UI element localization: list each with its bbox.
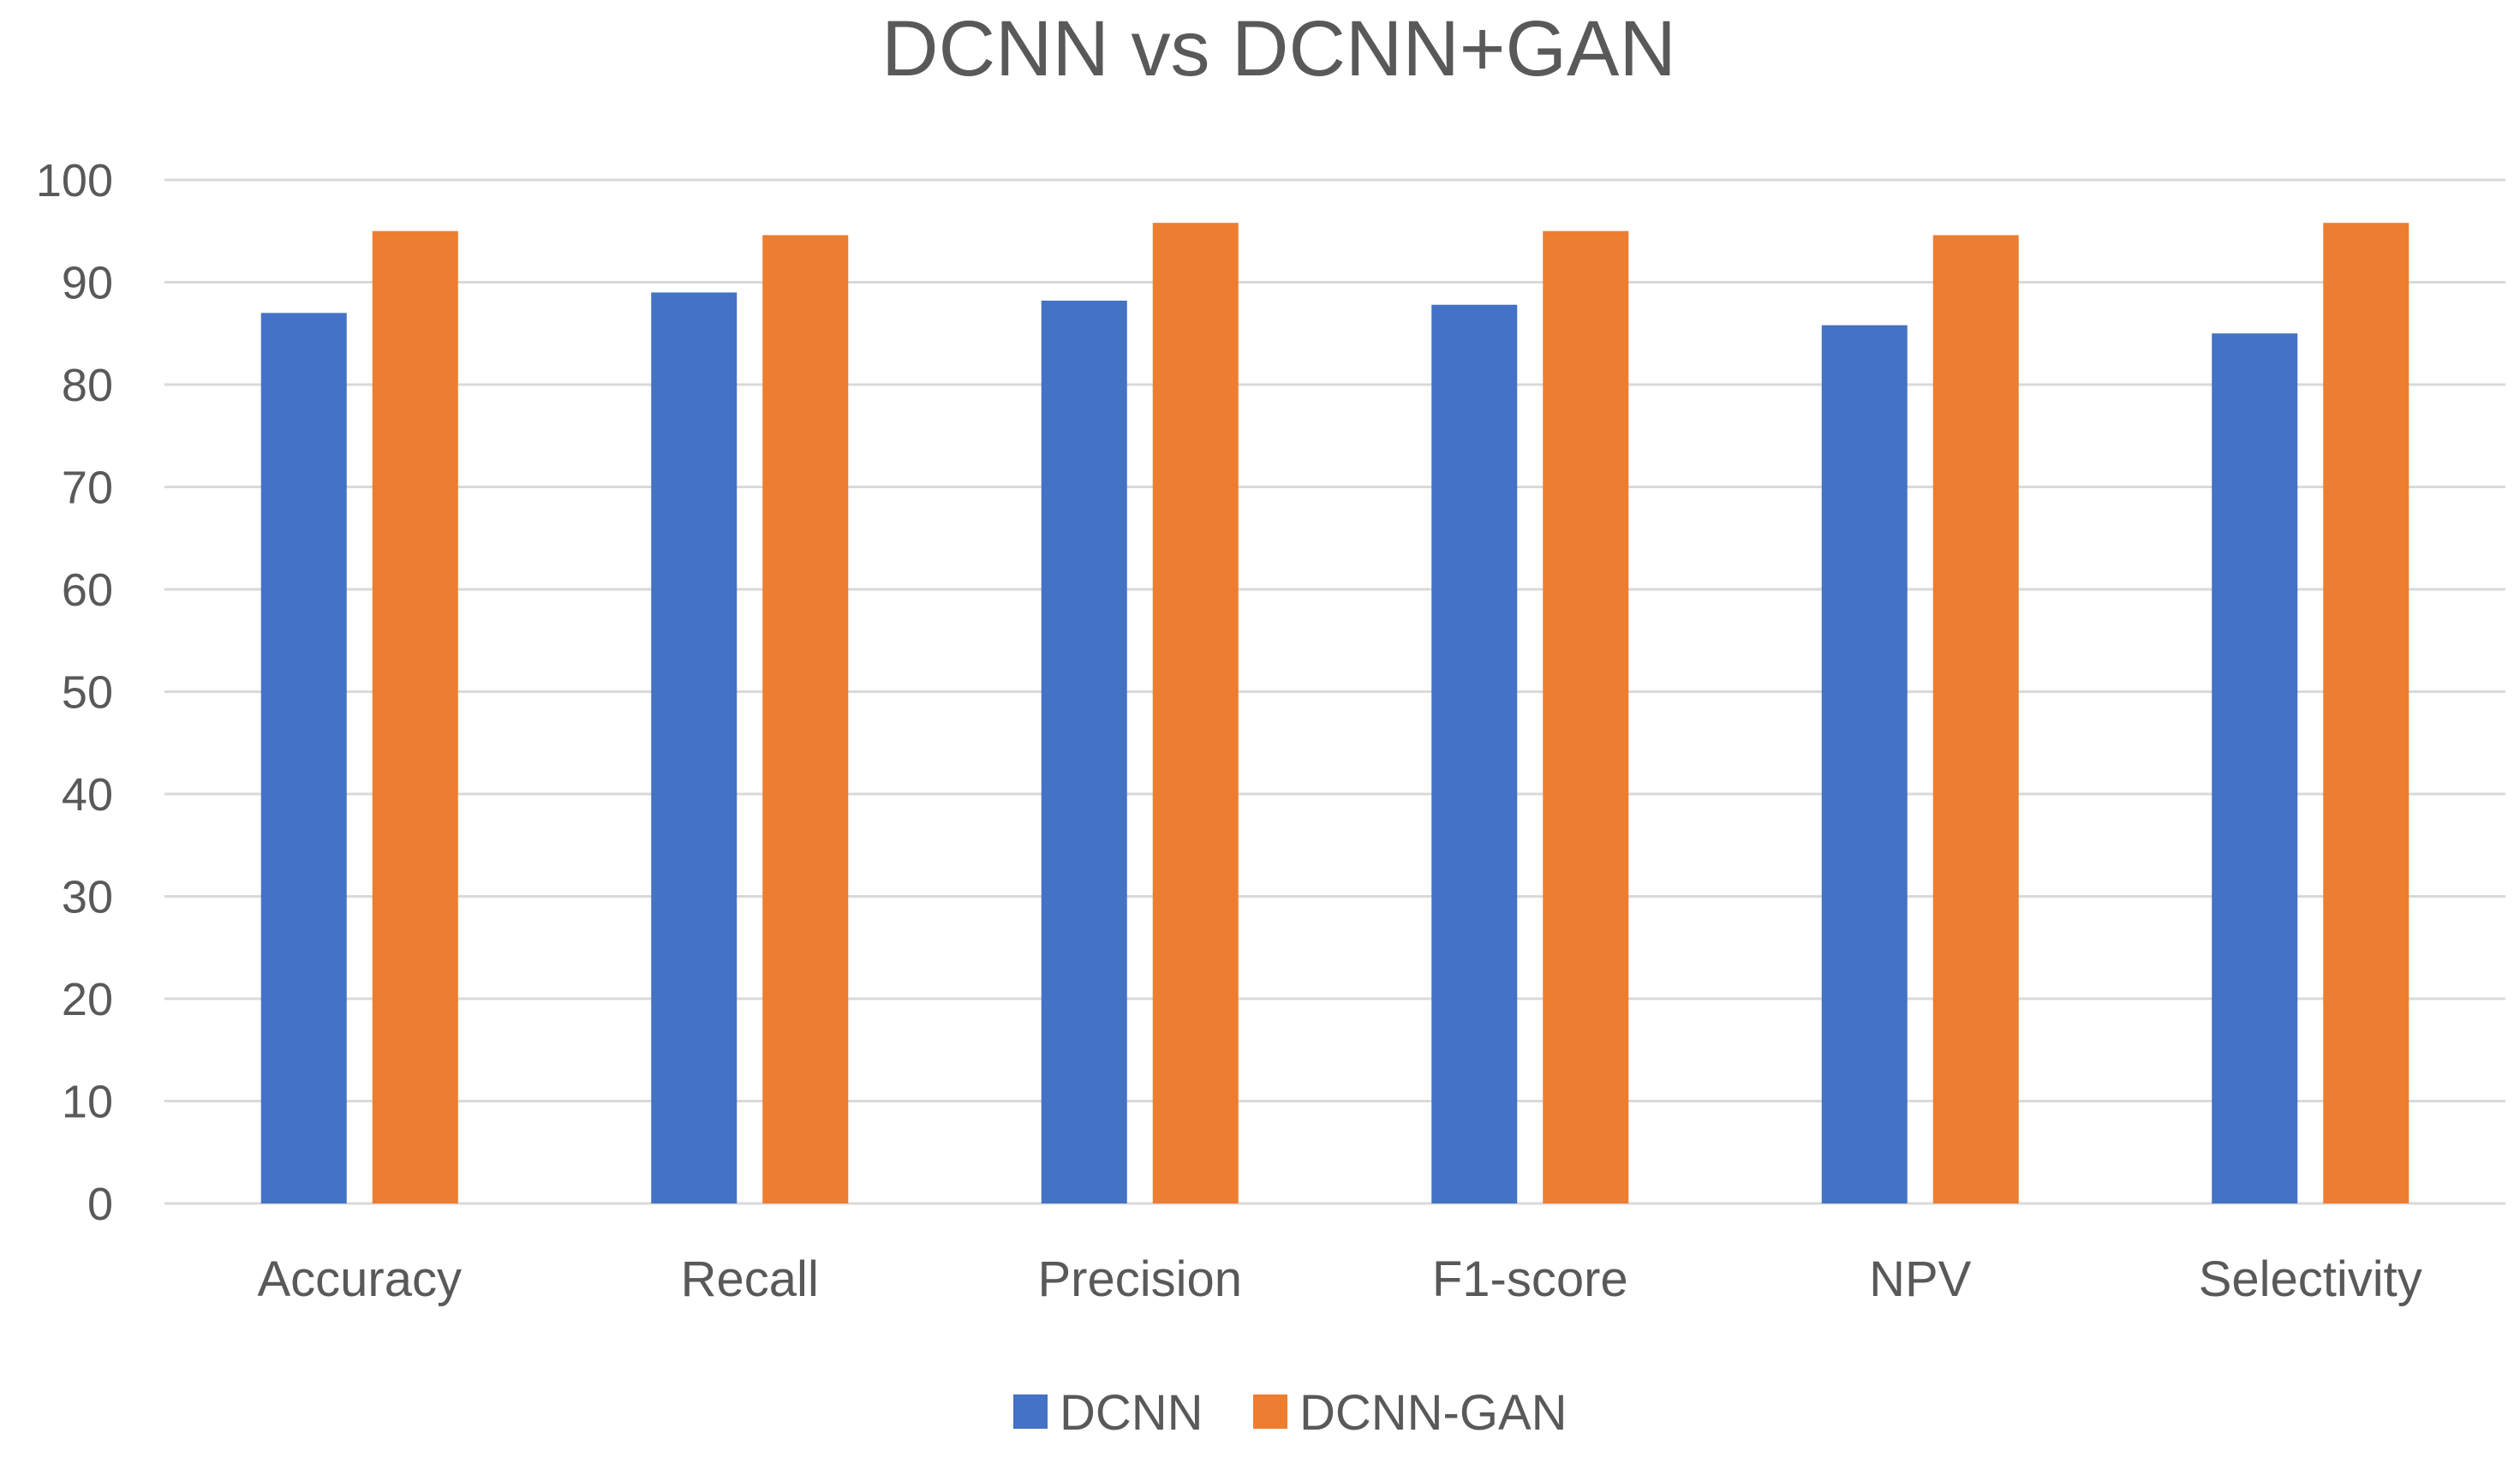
bar-dcnn-selectivity — [2212, 333, 2298, 1203]
x-category-label: Accuracy — [257, 1251, 462, 1307]
y-tick-label: 20 — [62, 974, 113, 1025]
bar-dcnn-gan-accuracy — [372, 230, 458, 1203]
legend-swatch-dcnn — [1013, 1394, 1048, 1429]
y-axis-tick-labels: 0 10 20 30 40 50 60 70 80 90 100 — [36, 155, 113, 1230]
bar-dcnn-accuracy — [260, 313, 347, 1204]
bar-dcnn-f1-score — [1431, 304, 1518, 1203]
x-category-label: Precision — [1037, 1251, 1242, 1307]
bar-dcnn-gan-precision — [1152, 223, 1239, 1204]
y-tick-label: 0 — [87, 1179, 113, 1230]
y-tick-label: 10 — [62, 1077, 113, 1128]
bar-dcnn-gan-selectivity — [2323, 223, 2410, 1204]
bar-dcnn-precision — [1041, 301, 1127, 1203]
y-tick-label: 40 — [62, 769, 113, 821]
legend: DCNN DCNN-GAN — [1013, 1385, 1568, 1441]
y-tick-label: 30 — [62, 872, 113, 923]
y-tick-label: 60 — [62, 564, 113, 616]
legend-label-dcnn: DCNN — [1060, 1385, 1203, 1441]
y-tick-label: 80 — [62, 360, 113, 411]
bar-dcnn-npv — [1821, 325, 1908, 1204]
bars — [260, 223, 2410, 1204]
chart-title: DCNN vs DCNN+GAN — [881, 5, 1676, 93]
y-tick-label: 50 — [62, 667, 113, 719]
bar-dcnn-gan-npv — [1932, 235, 2019, 1203]
bar-dcnn-gan-f1-score — [1543, 230, 1629, 1203]
x-category-label: Selectivity — [2199, 1251, 2422, 1307]
gridlines — [164, 178, 2505, 1205]
bar-dcnn-recall — [651, 292, 737, 1204]
legend-swatch-dcnn-gan — [1253, 1394, 1287, 1429]
y-tick-label: 90 — [62, 258, 113, 309]
x-category-label: NPV — [1869, 1251, 1972, 1307]
x-category-label: Recall — [681, 1251, 819, 1307]
x-category-label: F1-score — [1432, 1251, 1628, 1307]
bar-dcnn-gan-recall — [762, 235, 849, 1203]
x-axis-category-labels: Accuracy Recall Precision F1-score NPV Select… — [257, 1251, 2421, 1307]
legend-label-dcnn-gan: DCNN-GAN — [1299, 1385, 1568, 1441]
y-tick-label: 70 — [62, 463, 113, 514]
y-tick-label: 100 — [36, 155, 113, 206]
